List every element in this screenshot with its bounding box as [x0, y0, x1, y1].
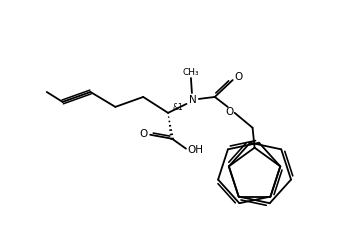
Text: OH: OH — [187, 145, 203, 155]
Text: N: N — [189, 95, 197, 105]
Text: O: O — [139, 129, 147, 139]
Text: O: O — [235, 72, 243, 82]
Text: &1: &1 — [173, 103, 183, 112]
Text: CH₃: CH₃ — [183, 68, 199, 77]
Text: O: O — [225, 107, 233, 117]
